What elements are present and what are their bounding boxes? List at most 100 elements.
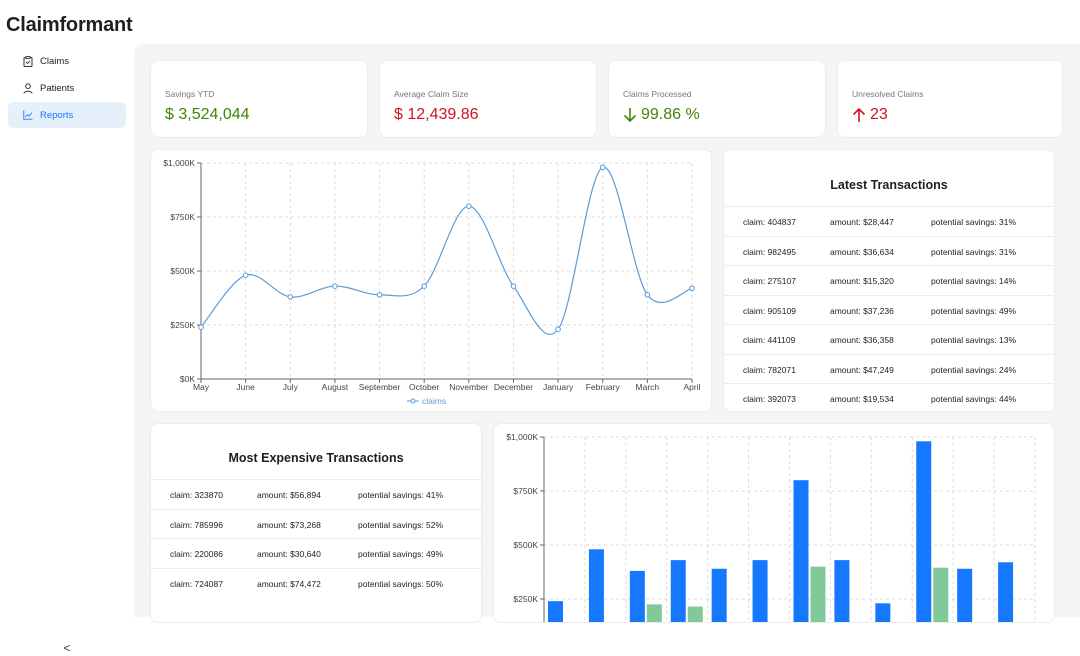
transaction-claim: claim: 982495	[743, 246, 796, 257]
sidebar-item-reports[interactable]: Reports	[8, 102, 126, 128]
transaction-savings: potential savings: 31%	[931, 246, 1017, 257]
stat-value-wrap: 23	[852, 106, 888, 124]
y-tick-label: $0K	[180, 374, 195, 384]
y-tick-label: $500K	[513, 540, 538, 550]
data-point[interactable]	[376, 291, 383, 298]
bar-claims[interactable]	[548, 601, 563, 623]
data-point[interactable]	[644, 291, 651, 298]
stat-label: Savings YTD	[165, 89, 215, 99]
data-point[interactable]	[466, 203, 472, 210]
x-tick-label: November	[449, 382, 488, 392]
stat-value: $ 12,439.86	[394, 106, 479, 123]
transaction-amount: amount: $73,268	[257, 519, 321, 530]
transaction-claim: claim: 404837	[743, 217, 796, 227]
main-content: Savings YTD $ 3,524,044 Average Claim Si…	[134, 44, 1080, 623]
transaction-claim: claim: 785996	[170, 519, 223, 530]
data-point[interactable]	[287, 294, 294, 300]
data-point[interactable]	[555, 326, 561, 333]
x-tick-label: October	[409, 382, 439, 392]
transaction-claim: claim: 323870	[170, 490, 223, 500]
legend-label[interactable]: claims	[422, 396, 446, 406]
bar-claims[interactable]	[834, 560, 850, 623]
bar-claims[interactable]	[588, 549, 604, 623]
bar-claims[interactable]	[793, 480, 809, 623]
bar-claims[interactable]	[670, 560, 686, 623]
transaction-row: claim: 785996 amount: $73,268 potential sa…	[151, 508, 481, 539]
y-tick-label: $1,000K	[163, 158, 195, 168]
sidebar: Claims Patients Reports <	[0, 44, 134, 655]
y-tick-label: $750K	[170, 212, 195, 222]
data-point[interactable]	[332, 283, 338, 289]
sidebar-item-claims[interactable]: Claims	[8, 48, 126, 74]
transaction-row: claim: 404837 amount: $28,447 potential sa…	[724, 206, 1054, 236]
transaction-savings: potential savings: 24%	[931, 364, 1017, 375]
data-point[interactable]	[689, 285, 695, 292]
x-tick-label: March	[636, 382, 660, 392]
bar-savings[interactable]	[646, 604, 662, 623]
stat-card-claims-processed: Claims Processed 99.86 %	[608, 60, 826, 138]
bar-claims[interactable]	[711, 568, 727, 623]
bar-claims[interactable]	[629, 570, 645, 623]
transaction-amount: amount: $28,447	[830, 217, 894, 227]
stat-value: 23	[870, 106, 888, 123]
bar-claims[interactable]	[752, 560, 768, 623]
transaction-claim: claim: 782071	[743, 364, 796, 375]
transaction-amount: amount: $15,320	[830, 276, 894, 286]
transaction-row: claim: 220086 amount: $30,640 potential sa…	[151, 538, 481, 568]
transaction-amount: amount: $30,640	[257, 549, 321, 559]
latest-transactions-card: Latest Transactions claim: 404837 amount:…	[723, 149, 1055, 412]
bar-claims[interactable]	[957, 568, 973, 623]
sidebar-item-patients[interactable]: Patients	[8, 75, 126, 101]
transaction-row: claim: 441109 amount: $36,358 potential sa…	[724, 324, 1054, 354]
claims-bar-chart: $250K $500K $750K $1,000K	[506, 432, 1036, 623]
bar-savings[interactable]	[810, 566, 826, 623]
transaction-amount: amount: $36,634	[830, 246, 894, 257]
transaction-claim: claim: 275107	[743, 276, 796, 286]
transaction-amount: amount: $56,894	[257, 490, 321, 500]
user-icon	[22, 82, 34, 94]
latest-transactions-title: Latest Transactions	[830, 178, 948, 192]
transaction-amount: amount: $36,358	[830, 335, 894, 345]
x-tick-label: December	[494, 382, 533, 392]
bar-claims[interactable]	[998, 562, 1014, 623]
transaction-claim: claim: 441109	[743, 335, 796, 345]
data-point[interactable]	[198, 324, 204, 330]
x-tick-label: June	[236, 382, 255, 392]
clipboard-icon	[22, 55, 34, 67]
line-chart-icon	[22, 109, 34, 121]
collapse-sidebar-button[interactable]: <	[60, 640, 74, 656]
y-tick-label: $250K	[170, 320, 195, 330]
transaction-row: claim: 905109 amount: $37,236 potential sa…	[724, 294, 1054, 325]
transaction-savings: potential savings: 31%	[931, 217, 1017, 227]
transaction-savings: potential savings: 49%	[931, 305, 1017, 316]
transaction-savings: potential savings: 52%	[358, 519, 444, 530]
transaction-row: claim: 982495 amount: $36,634 potential sa…	[724, 235, 1054, 266]
transaction-savings: potential savings: 50%	[358, 578, 444, 589]
stat-card-unresolved: Unresolved Claims 23	[837, 60, 1063, 138]
data-point[interactable]	[242, 272, 249, 279]
transaction-row: claim: 724087 amount: $74,472 potential sa…	[151, 567, 481, 598]
transaction-row: claim: 323870 amount: $56,894 potential sa…	[151, 479, 481, 509]
bar-savings[interactable]	[933, 567, 949, 623]
data-point[interactable]	[599, 164, 606, 171]
bar-savings[interactable]	[687, 606, 703, 623]
x-tick-label: January	[543, 382, 574, 392]
sidebar-item-label: Claims	[40, 55, 70, 67]
bar-claims[interactable]	[916, 441, 932, 623]
stat-label: Unresolved Claims	[852, 89, 924, 99]
x-tick-label: February	[586, 382, 621, 392]
series-line-claims	[200, 166, 693, 335]
y-tick-label: $750K	[513, 486, 538, 496]
transaction-savings: potential savings: 14%	[931, 276, 1017, 286]
chevron-left-icon: <	[63, 641, 71, 655]
sidebar-item-label: Patients	[40, 82, 75, 94]
stat-card-savings: Savings YTD $ 3,524,044	[150, 60, 368, 138]
transaction-row: claim: 275107 amount: $15,320 potential sa…	[724, 265, 1054, 295]
y-tick-label: $1,000K	[506, 432, 538, 442]
x-tick-label: April	[683, 382, 700, 392]
transaction-amount: amount: $74,472	[257, 578, 321, 589]
bar-claims[interactable]	[875, 603, 891, 623]
arrow-up-icon	[852, 107, 866, 122]
data-point[interactable]	[510, 283, 517, 289]
data-point[interactable]	[421, 283, 427, 289]
